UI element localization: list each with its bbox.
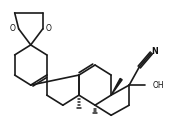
Polygon shape bbox=[111, 78, 122, 95]
Text: O: O bbox=[45, 24, 51, 33]
Text: O: O bbox=[10, 24, 16, 33]
Text: N: N bbox=[152, 47, 158, 56]
Text: OH: OH bbox=[152, 81, 164, 90]
